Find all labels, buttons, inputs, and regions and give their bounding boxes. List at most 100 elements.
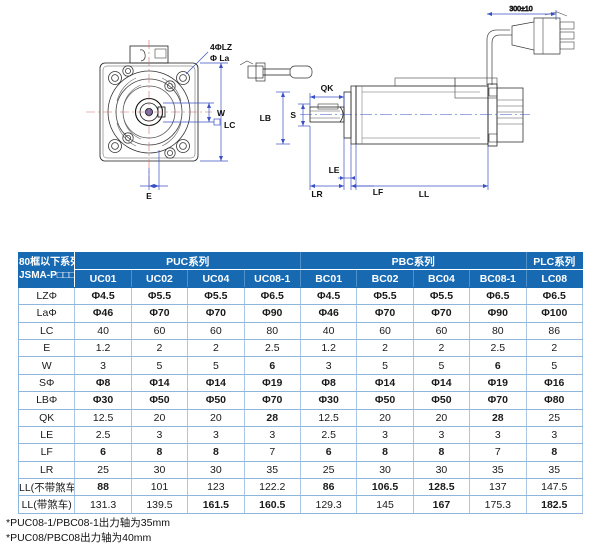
cell: 60	[412, 321, 471, 340]
model-header-uc01: UC01	[74, 269, 132, 288]
cell: 25	[299, 460, 358, 480]
cell: 101	[130, 478, 189, 497]
front-view-dimensions	[140, 51, 228, 190]
table-row: W 3 5 5 6 3 5 5 6 5	[17, 356, 584, 375]
cell: 5	[130, 356, 189, 375]
connector-assembly	[239, 11, 575, 99]
cell: Φ70	[130, 304, 189, 323]
group-header-puc: PUC系列	[74, 251, 301, 271]
cable-length-dimension	[487, 10, 557, 20]
cell: 2	[187, 338, 245, 358]
cell: 106.5	[356, 478, 414, 497]
cell: 60	[187, 321, 245, 340]
cell: Φ14	[130, 373, 189, 393]
table-row: LBΦ Φ30 Φ50 Φ50 Φ70 Φ30 Φ50 Φ50 Φ70 Φ80	[17, 391, 584, 410]
spec-table-container: 80框以下系列 JSMA-P□□□□□ PUC系列 PBC系列 PLC系列 UC…	[17, 251, 584, 514]
cell: 182.5	[525, 495, 584, 514]
cell: 35	[469, 460, 527, 480]
row-label-e: E	[17, 338, 76, 358]
table-row: E 1.2 2 2 2.5 1.2 2 2 2.5 2	[17, 338, 584, 358]
cell: Φ14	[412, 373, 471, 393]
cell: 28	[243, 408, 301, 427]
cell: 160.5	[243, 495, 301, 514]
row-label-s: SΦ	[17, 373, 76, 393]
table-row: LE 2.5 3 3 3 2.5 3 3 3 3	[17, 425, 584, 445]
e-label: E	[146, 191, 152, 201]
table-corner-header: 80框以下系列 JSMA-P□□□□□	[17, 252, 76, 288]
cell: Φ70	[243, 391, 301, 410]
spec-table-head: 80框以下系列 JSMA-P□□□□□ PUC系列 PBC系列 PLC系列 UC…	[17, 251, 584, 288]
cell: 2	[130, 338, 189, 358]
cell: 2	[525, 338, 584, 358]
corner-line-2: JSMA-P□□□□□	[19, 269, 75, 281]
cell: 6	[299, 443, 358, 462]
lr-label: LR	[311, 189, 322, 199]
cell: Φ14	[356, 373, 414, 393]
cell: Φ90	[243, 304, 301, 323]
cell: 35	[525, 460, 584, 480]
cell: 147.5	[525, 478, 584, 497]
cell: 3	[356, 425, 414, 445]
cell: Φ19	[243, 373, 301, 393]
cell: 1.2	[74, 338, 132, 358]
cell: 123	[187, 478, 245, 497]
cell: 86	[525, 321, 584, 340]
cell: 145	[356, 495, 414, 514]
row-label-lc: LC	[17, 321, 76, 340]
cell: 128.5	[412, 478, 471, 497]
table-row: LaΦ Φ46 Φ70 Φ70 Φ90 Φ46 Φ70 Φ70 Φ90 Φ100	[17, 304, 584, 323]
cell: Φ6.5	[243, 286, 301, 306]
model-header-uc08-1: UC08-1	[243, 269, 301, 288]
table-row: SΦ Φ8 Φ14 Φ14 Φ19 Φ8 Φ14 Φ14 Φ19 Φ16	[17, 373, 584, 393]
cell: Φ50	[412, 391, 471, 410]
cell: 40	[299, 321, 358, 340]
cell: Φ46	[74, 304, 132, 323]
cell: Φ19	[469, 373, 527, 393]
technical-drawing: 300±10	[0, 0, 600, 232]
cell: 5	[187, 356, 245, 375]
ll-label: LL	[419, 189, 429, 199]
cell: 25	[525, 408, 584, 427]
cell: 28	[469, 408, 527, 427]
cell: 2.5	[74, 425, 132, 445]
cell: 6	[469, 356, 527, 375]
cell: 167	[412, 495, 471, 514]
model-header-bc02: BC02	[356, 269, 414, 288]
cell: 2	[412, 338, 471, 358]
cell: Φ30	[299, 391, 358, 410]
group-header-pbc: PBC系列	[299, 251, 527, 271]
cell: Φ6.5	[469, 286, 527, 306]
lc-label: LC	[224, 120, 235, 130]
cell: Φ70	[469, 391, 527, 410]
cell: 137	[469, 478, 527, 497]
cell: Φ16	[525, 373, 584, 393]
header-model-row: UC01 UC02 UC04 UC08-1 BC01 BC02 BC04 BC0…	[19, 269, 584, 288]
cell: 8	[412, 443, 471, 462]
cell: 5	[525, 356, 584, 375]
cell: 3	[525, 425, 584, 445]
cell: 60	[130, 321, 189, 340]
cell: 161.5	[187, 495, 245, 514]
row-label-lb: LBΦ	[17, 391, 76, 410]
cell: 80	[243, 321, 301, 340]
row-label-ll-no-brake: LL(不带煞车)	[17, 478, 76, 497]
row-label-ll-brake: LL(带煞车)	[17, 495, 76, 514]
cell: 3	[74, 356, 132, 375]
cell: 8	[356, 443, 414, 462]
cell: 20	[130, 408, 189, 427]
footnote-1: *PUC08-1/PBC08-1出力轴为35mm	[6, 517, 170, 529]
footnote-2: *PUC08/PBC08出力轴为40mm	[6, 532, 152, 545]
front-view-centerlines	[86, 40, 212, 186]
cell: 12.5	[299, 408, 358, 427]
cell: 1.2	[299, 338, 358, 358]
model-header-bc01: BC01	[299, 269, 358, 288]
cell: Φ14	[187, 373, 245, 393]
spec-table: 80框以下系列 JSMA-P□□□□□ PUC系列 PBC系列 PLC系列 UC…	[17, 251, 584, 514]
cell: 8	[187, 443, 245, 462]
cell: Φ4.5	[74, 286, 132, 306]
model-header-lc08: LC08	[525, 269, 584, 288]
corner-line-1: 80框以下系列	[19, 257, 75, 269]
cell: 175.3	[469, 495, 527, 514]
row-label-lr: LR	[17, 460, 76, 480]
